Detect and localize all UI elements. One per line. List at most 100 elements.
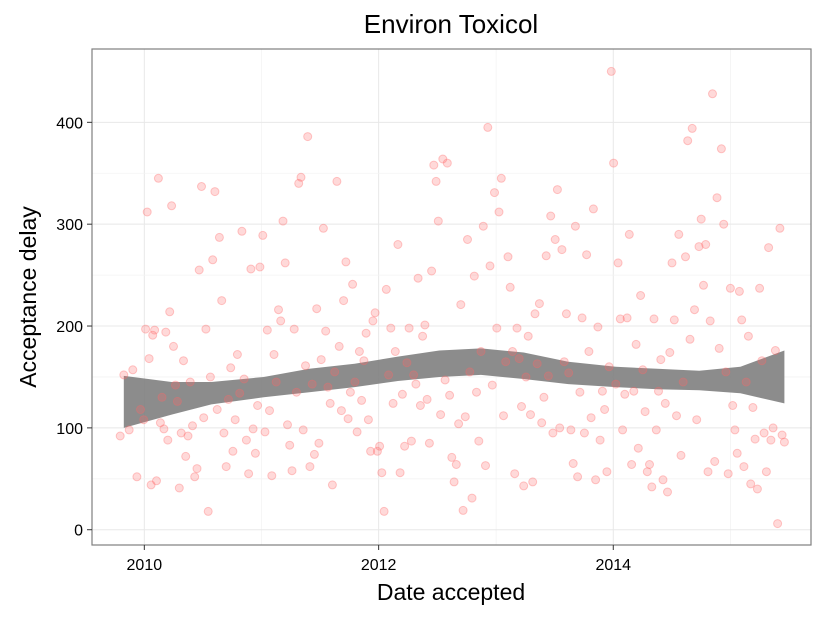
data-point bbox=[271, 377, 281, 387]
data-point bbox=[517, 402, 526, 411]
data-point bbox=[411, 379, 421, 389]
data-point bbox=[185, 377, 195, 387]
data-point bbox=[606, 66, 616, 76]
data-point bbox=[203, 506, 213, 516]
x-tick-label: 2014 bbox=[595, 557, 631, 574]
data-point bbox=[582, 250, 592, 260]
data-point bbox=[555, 423, 565, 433]
data-point bbox=[393, 240, 403, 249]
data-point bbox=[148, 330, 158, 340]
data-point bbox=[381, 284, 391, 294]
data-point bbox=[615, 314, 625, 324]
y-tick-label: 100 bbox=[56, 421, 83, 438]
data-point bbox=[262, 325, 272, 335]
data-point bbox=[609, 158, 619, 168]
data-point bbox=[359, 356, 369, 366]
data-point bbox=[483, 122, 493, 132]
data-point bbox=[142, 207, 152, 217]
data-point bbox=[499, 411, 508, 421]
data-point bbox=[613, 258, 623, 268]
data-point bbox=[350, 377, 360, 387]
data-point bbox=[701, 240, 711, 249]
data-point bbox=[287, 466, 297, 476]
data-point bbox=[429, 160, 439, 170]
data-point bbox=[602, 467, 612, 477]
data-point bbox=[413, 273, 423, 283]
x-tick-label: 2010 bbox=[127, 557, 163, 574]
data-point bbox=[305, 462, 315, 472]
data-point bbox=[469, 271, 479, 281]
chart-title: Environ Toxicol bbox=[364, 9, 538, 39]
data-point bbox=[167, 201, 177, 211]
data-point bbox=[629, 386, 639, 396]
data-point bbox=[770, 346, 780, 355]
data-point bbox=[526, 410, 535, 420]
data-point bbox=[197, 182, 206, 191]
data-point bbox=[332, 176, 342, 186]
data-point bbox=[743, 331, 753, 341]
data-point bbox=[669, 315, 679, 325]
data-point bbox=[508, 347, 517, 356]
data-point bbox=[420, 320, 430, 330]
y-tick-label: 400 bbox=[56, 115, 83, 132]
data-point bbox=[321, 326, 331, 336]
data-point bbox=[379, 506, 389, 516]
data-point bbox=[595, 435, 605, 445]
data-point bbox=[226, 363, 236, 373]
data-point bbox=[651, 425, 661, 435]
data-point bbox=[779, 437, 789, 447]
data-point bbox=[312, 304, 322, 314]
data-point bbox=[298, 425, 308, 435]
data-point bbox=[115, 431, 125, 441]
data-point bbox=[658, 475, 668, 485]
data-point bbox=[406, 436, 416, 446]
data-point bbox=[543, 371, 553, 381]
data-point bbox=[368, 316, 378, 326]
data-point bbox=[683, 136, 693, 146]
data-point bbox=[136, 405, 145, 414]
data-point bbox=[548, 428, 558, 438]
data-point bbox=[591, 475, 601, 485]
data-point bbox=[246, 264, 256, 274]
data-point bbox=[748, 403, 758, 412]
data-point bbox=[370, 308, 380, 318]
y-tick-label: 200 bbox=[56, 319, 83, 336]
data-point bbox=[510, 469, 520, 479]
data-point bbox=[205, 372, 215, 382]
data-point bbox=[465, 367, 475, 377]
data-point bbox=[449, 477, 459, 487]
data-point bbox=[327, 480, 337, 490]
data-point bbox=[301, 361, 310, 371]
data-point bbox=[388, 398, 398, 408]
data-point bbox=[759, 428, 769, 438]
data-point bbox=[155, 418, 165, 428]
data-point bbox=[165, 307, 175, 317]
data-point bbox=[611, 379, 621, 389]
data-point bbox=[503, 252, 513, 262]
data-point bbox=[442, 158, 452, 168]
data-point bbox=[323, 382, 333, 392]
data-point bbox=[467, 493, 477, 503]
data-point bbox=[622, 313, 632, 323]
data-point bbox=[463, 235, 472, 244]
data-point bbox=[777, 430, 787, 440]
data-point bbox=[214, 232, 224, 242]
data-point bbox=[119, 370, 129, 380]
data-point bbox=[357, 395, 367, 405]
data-point bbox=[345, 387, 355, 397]
data-point bbox=[716, 144, 726, 154]
data-point bbox=[487, 380, 497, 390]
data-point bbox=[334, 341, 344, 351]
data-point bbox=[492, 323, 502, 333]
data-point bbox=[456, 300, 466, 310]
data-point bbox=[354, 347, 364, 356]
data-point bbox=[521, 372, 531, 382]
data-point bbox=[285, 440, 295, 450]
data-point bbox=[190, 472, 200, 482]
data-point bbox=[663, 487, 672, 497]
data-point bbox=[703, 467, 713, 477]
data-point bbox=[660, 398, 670, 408]
data-point bbox=[687, 123, 697, 133]
data-point bbox=[620, 389, 630, 399]
data-point bbox=[665, 348, 675, 357]
